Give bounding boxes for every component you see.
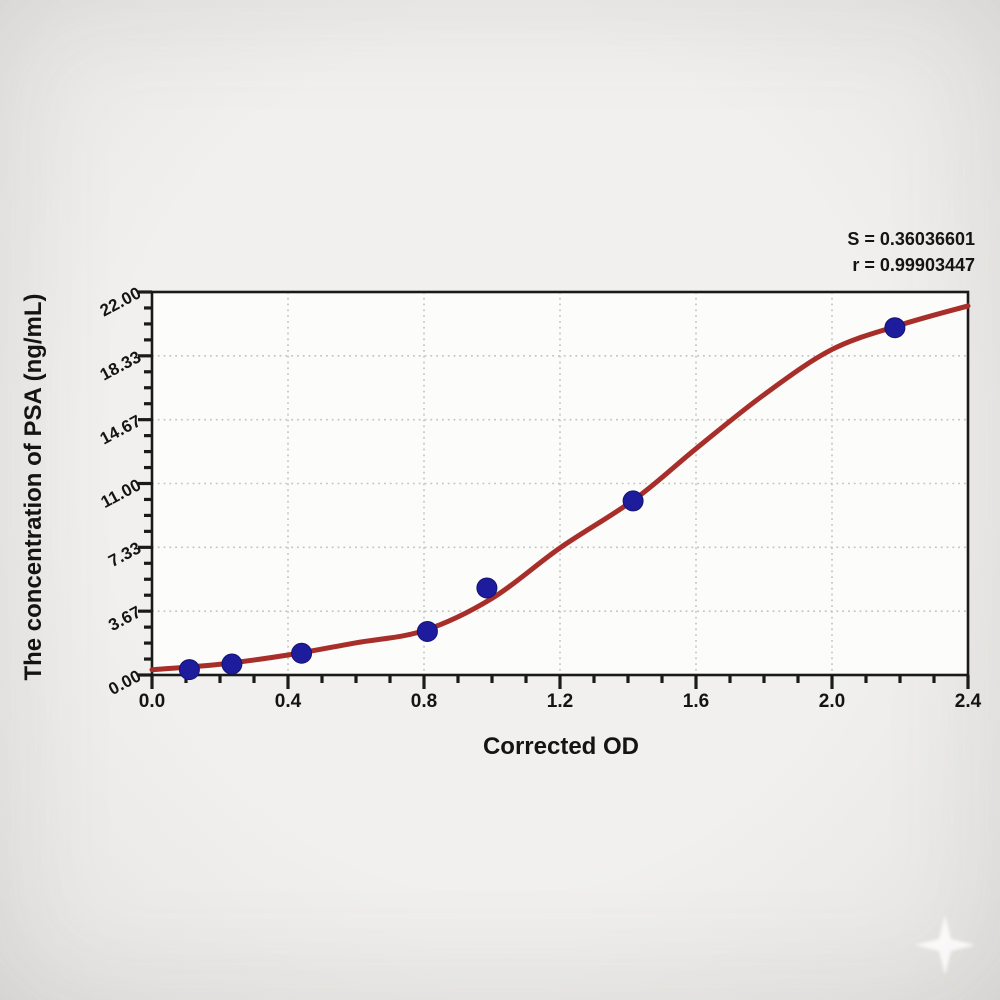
fit-statistic-s: S = 0.36036601: [847, 229, 975, 249]
x-tick-label: 2.4: [954, 691, 982, 712]
data-point: [622, 490, 644, 512]
plot-frame: [150, 290, 970, 677]
fit-statistics: S = 0.36036601 r = 0.99903447: [847, 226, 975, 278]
y-axis-title: The concentration of PSA (ng/mL): [20, 293, 47, 681]
x-tick-label: 0.4: [274, 691, 302, 712]
data-point: [178, 659, 200, 681]
fitted-curve: [149, 303, 971, 673]
x-tick-label: 0.8: [410, 691, 438, 712]
data-point: [291, 642, 313, 664]
fit-statistic-r: r = 0.99903447: [852, 255, 975, 275]
x-tick-label: 1.6: [682, 691, 710, 712]
data-point: [476, 577, 498, 599]
data-point: [221, 653, 243, 675]
data-point: [884, 317, 906, 339]
data-point: [416, 620, 438, 642]
x-tick-label: 1.2: [546, 691, 574, 712]
x-axis-title: Corrected OD: [482, 733, 640, 760]
x-tick-label: 0.0: [138, 691, 166, 712]
x-tick-label: 2.0: [818, 691, 846, 712]
